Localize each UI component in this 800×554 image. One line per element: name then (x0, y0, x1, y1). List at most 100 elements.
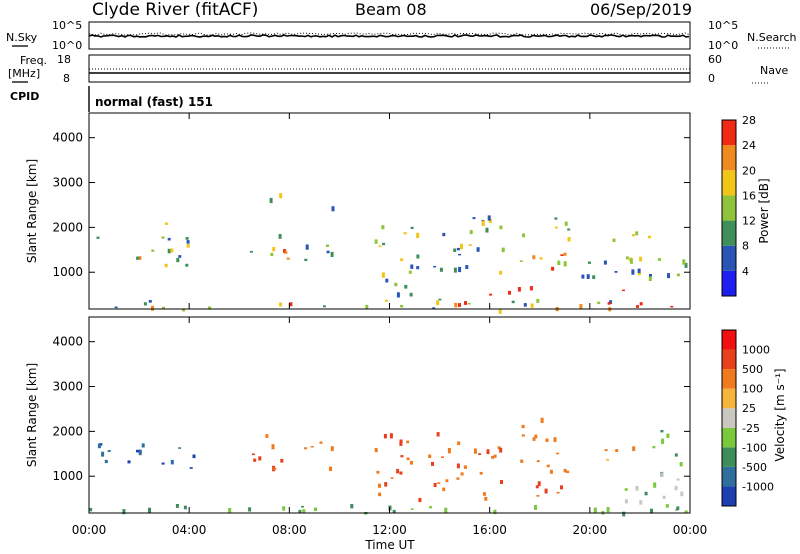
data-cell (650, 508, 653, 514)
data-cell (537, 481, 541, 487)
power-colorbar-label: Power [dB] (757, 178, 771, 243)
data-cell (635, 231, 639, 236)
data-cell (519, 260, 523, 262)
data-cell (326, 250, 330, 254)
colorbar-segment (722, 349, 736, 370)
data-cell (488, 218, 492, 223)
data-cell (665, 504, 669, 508)
data-cell (286, 257, 290, 260)
data-cell (624, 499, 628, 504)
data-cell (161, 236, 165, 239)
data-cell (330, 446, 334, 452)
data-cell (208, 306, 212, 310)
data-cell (114, 306, 118, 309)
x-axis-ticks: 00:00 04:00 08:00 12:00 16:00 20:00 00:00 (72, 113, 707, 537)
cpid-label: CPID (10, 90, 39, 103)
colorbar-segment (722, 145, 736, 171)
data-cell (473, 448, 477, 454)
power-data-cells (96, 193, 688, 314)
data-cell (270, 252, 274, 256)
power-ylabel: Slant Range [km] (25, 159, 39, 263)
data-cell (468, 244, 472, 246)
data-cell (652, 446, 656, 449)
y-tick-label: 3000 (52, 176, 83, 190)
data-cell (517, 287, 521, 292)
beam-label: Beam 08 (355, 0, 427, 19)
data-cell (433, 482, 437, 488)
colorbar-tick-label: 24 (742, 139, 756, 152)
radar-title: Clyde River (fitACF) (92, 0, 258, 20)
data-cell (553, 437, 557, 443)
data-cell (192, 454, 196, 459)
data-cell (460, 472, 464, 476)
colorbar-tick-label: 100 (742, 383, 763, 396)
data-cell (676, 506, 680, 510)
colorbar-tick-label: 1000 (742, 344, 770, 357)
data-cell (433, 265, 437, 268)
data-cell (438, 298, 442, 301)
data-cell (89, 507, 93, 512)
data-cell (442, 232, 446, 237)
data-cell (557, 260, 561, 265)
data-cell (631, 234, 635, 237)
data-cell (182, 308, 185, 312)
data-cell (107, 450, 111, 452)
data-cell (615, 449, 619, 452)
freq-tick-bottom: 8 (63, 72, 70, 85)
colorbar-frame (721, 119, 737, 297)
data-cell (612, 238, 616, 243)
colorbar-tick-label: 25 (742, 402, 756, 415)
data-cell (418, 497, 422, 503)
data-cell (498, 308, 502, 314)
colorbar-tick-label: 500 (742, 363, 763, 376)
data-cell (389, 433, 393, 439)
data-cell (298, 509, 302, 514)
colorbar-segment (722, 195, 736, 221)
data-cell (497, 446, 501, 450)
data-cell (329, 466, 332, 471)
data-cell (491, 455, 495, 459)
data-cell (508, 290, 511, 295)
colorbar-tick-label: 12 (742, 215, 756, 228)
data-cell (436, 432, 440, 437)
data-cell (301, 505, 304, 508)
data-cell (271, 444, 275, 450)
data-cell (416, 254, 420, 259)
velocity-panel: 1000 2000 3000 4000 Slant Range [km] (25, 316, 691, 517)
data-cell (489, 293, 493, 296)
data-cell (399, 440, 403, 446)
colorbar-segment (722, 170, 736, 196)
velocity-data-cells (89, 417, 688, 517)
data-cell (439, 267, 443, 272)
colorbar-segment (722, 408, 736, 428)
data-cell (485, 227, 489, 233)
data-cell (639, 500, 643, 505)
noise-tick-left-bottom: 10^0 (52, 39, 82, 52)
data-cell (636, 305, 639, 308)
data-cell (456, 247, 460, 251)
data-cell (185, 237, 189, 240)
data-cell (186, 243, 190, 248)
data-cell (167, 237, 171, 241)
data-cell (458, 303, 461, 307)
data-cell (465, 265, 469, 269)
colorbar-tick-label: -100 (742, 441, 767, 454)
data-cell (148, 300, 152, 303)
data-cell (399, 471, 403, 475)
data-cell (606, 458, 610, 461)
data-cell (442, 487, 446, 492)
data-cell (660, 472, 664, 477)
data-cell (431, 461, 434, 466)
data-cell (479, 471, 483, 475)
y-tick-label: 3000 (52, 380, 83, 394)
data-cell (463, 465, 467, 469)
data-cell (302, 509, 306, 513)
data-cell (228, 508, 232, 513)
data-cell (597, 301, 601, 305)
colorbar-segment (722, 447, 736, 467)
data-cell (567, 237, 571, 242)
data-cell (639, 256, 643, 262)
data-cell (151, 249, 155, 252)
data-cell (410, 264, 414, 269)
